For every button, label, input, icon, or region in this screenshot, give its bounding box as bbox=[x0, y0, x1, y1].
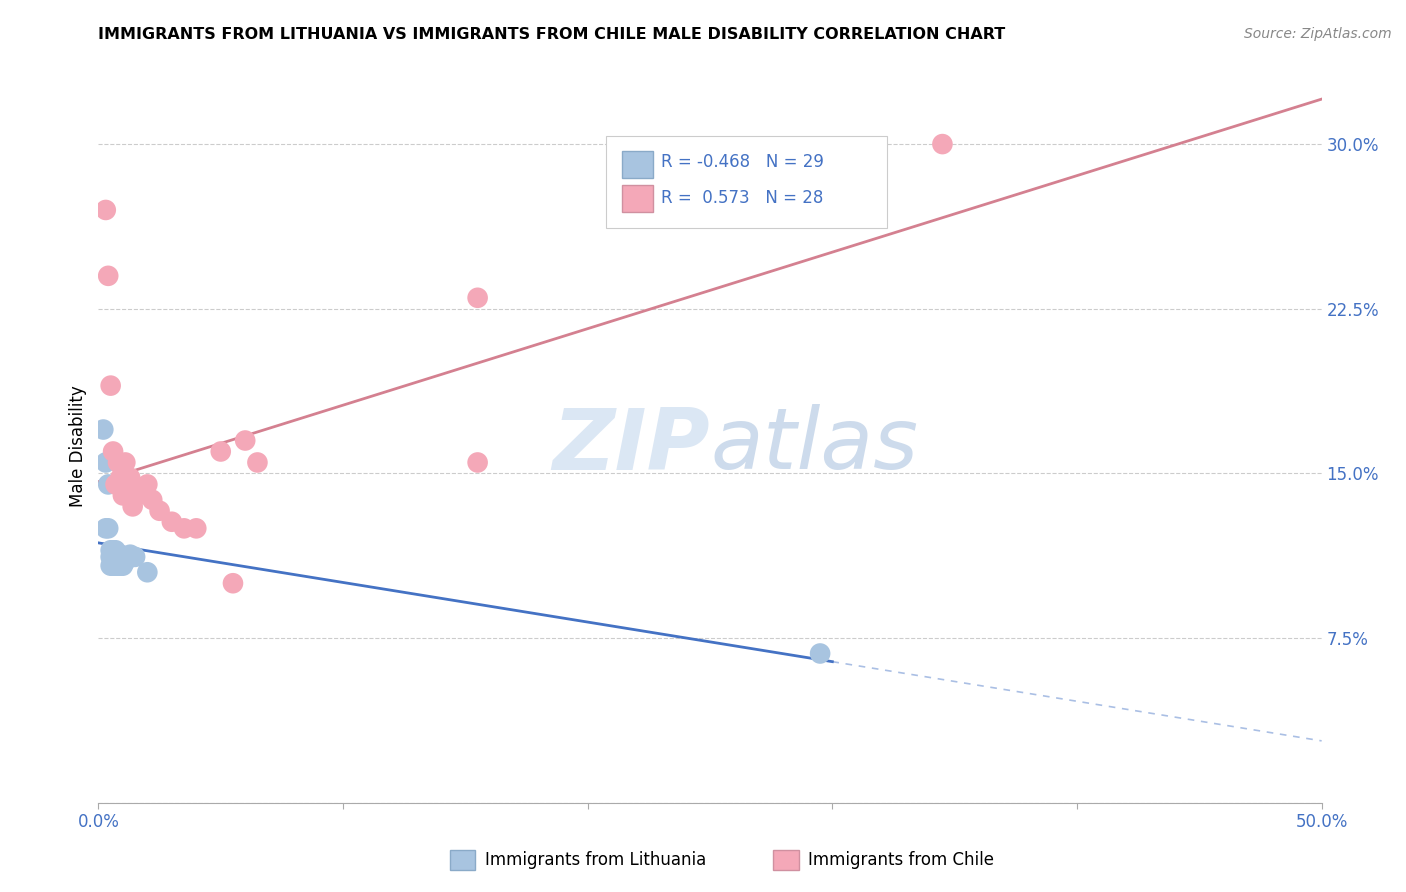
Point bbox=[100, 378, 122, 392]
Point bbox=[114, 549, 136, 564]
Point bbox=[94, 202, 117, 217]
Point bbox=[97, 477, 120, 491]
Point bbox=[120, 548, 142, 562]
Point bbox=[100, 549, 122, 564]
FancyBboxPatch shape bbox=[621, 185, 652, 212]
Y-axis label: Male Disability: Male Disability bbox=[69, 385, 87, 507]
FancyBboxPatch shape bbox=[606, 136, 887, 228]
Point bbox=[107, 455, 129, 469]
Point bbox=[233, 434, 256, 448]
Point bbox=[209, 444, 232, 458]
Text: ZIP: ZIP bbox=[553, 404, 710, 488]
Text: IMMIGRANTS FROM LITHUANIA VS IMMIGRANTS FROM CHILE MALE DISABILITY CORRELATION C: IMMIGRANTS FROM LITHUANIA VS IMMIGRANTS … bbox=[98, 27, 1005, 42]
Text: R =  0.573   N = 28: R = 0.573 N = 28 bbox=[661, 189, 824, 207]
FancyBboxPatch shape bbox=[621, 152, 652, 178]
Point bbox=[117, 549, 139, 564]
Point bbox=[97, 268, 120, 283]
Point bbox=[104, 558, 127, 573]
Point bbox=[94, 521, 117, 535]
Point bbox=[808, 647, 831, 661]
Point bbox=[124, 488, 146, 502]
Point bbox=[91, 423, 114, 437]
Point bbox=[101, 549, 124, 564]
Point bbox=[107, 549, 129, 564]
Point bbox=[111, 488, 134, 502]
Point bbox=[110, 471, 132, 485]
Point bbox=[141, 492, 163, 507]
Point bbox=[111, 549, 134, 564]
Point bbox=[222, 576, 245, 591]
Point bbox=[100, 543, 122, 558]
Point bbox=[104, 477, 127, 491]
Point bbox=[107, 558, 129, 573]
Point bbox=[467, 455, 489, 469]
Point bbox=[173, 521, 195, 535]
Point bbox=[101, 444, 124, 458]
Point bbox=[114, 554, 136, 568]
Point bbox=[120, 471, 142, 485]
Point bbox=[149, 504, 172, 518]
Point bbox=[104, 554, 127, 568]
Point bbox=[931, 137, 953, 152]
Point bbox=[131, 482, 153, 496]
Point bbox=[101, 543, 124, 558]
Point bbox=[110, 558, 132, 573]
Point bbox=[467, 291, 489, 305]
Point bbox=[246, 455, 269, 469]
Text: Source: ZipAtlas.com: Source: ZipAtlas.com bbox=[1244, 27, 1392, 41]
Point bbox=[107, 548, 129, 562]
Point bbox=[97, 521, 120, 535]
Point bbox=[101, 558, 124, 573]
Text: R = -0.468   N = 29: R = -0.468 N = 29 bbox=[661, 153, 824, 171]
Text: Immigrants from Chile: Immigrants from Chile bbox=[808, 851, 994, 869]
Point bbox=[160, 515, 183, 529]
Point bbox=[104, 549, 127, 564]
Text: Immigrants from Lithuania: Immigrants from Lithuania bbox=[485, 851, 706, 869]
Text: atlas: atlas bbox=[710, 404, 918, 488]
Point bbox=[136, 566, 159, 580]
Point bbox=[136, 477, 159, 491]
Point bbox=[111, 558, 134, 573]
Point bbox=[104, 543, 127, 558]
Point bbox=[110, 549, 132, 564]
Point bbox=[186, 521, 208, 535]
Point bbox=[124, 549, 146, 564]
Point bbox=[94, 455, 117, 469]
Point bbox=[100, 558, 122, 573]
Point bbox=[114, 455, 136, 469]
Point bbox=[127, 488, 149, 502]
Point bbox=[117, 471, 139, 485]
Point bbox=[121, 500, 143, 514]
